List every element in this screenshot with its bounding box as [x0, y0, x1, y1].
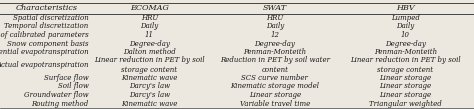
Text: 10: 10 — [401, 31, 410, 39]
Text: Linear storage: Linear storage — [379, 83, 431, 90]
Text: Linear reduction in PET by soil
storage content: Linear reduction in PET by soil storage … — [94, 56, 205, 74]
Text: Dalton method: Dalton method — [123, 48, 176, 56]
Text: Daily: Daily — [140, 22, 158, 30]
Text: Kinematic storage model: Kinematic storage model — [230, 83, 319, 90]
Text: Spatial discretization: Spatial discretization — [13, 14, 89, 22]
Text: Penman-Monteith: Penman-Monteith — [374, 48, 437, 56]
Text: Linear reduction in PET by soil
storage content: Linear reduction in PET by soil storage … — [350, 56, 461, 74]
Text: Variable travel time: Variable travel time — [240, 100, 310, 108]
Text: SCS curve number: SCS curve number — [241, 74, 309, 82]
Text: Kinematic wave: Kinematic wave — [121, 74, 177, 82]
Text: Daily: Daily — [266, 22, 284, 30]
Text: HRU: HRU — [141, 14, 158, 22]
Text: Characteristics: Characteristics — [15, 4, 77, 12]
Text: Reduction in PET by soil water
content: Reduction in PET by soil water content — [220, 56, 330, 74]
Text: Degree-day: Degree-day — [129, 40, 170, 48]
Text: HBV: HBV — [396, 4, 415, 12]
Text: Linear storage: Linear storage — [379, 91, 431, 99]
Text: Degree-day: Degree-day — [255, 40, 295, 48]
Text: Routing method: Routing method — [31, 100, 89, 108]
Text: ECOMAG: ECOMAG — [130, 4, 169, 12]
Text: Penman-Monteith: Penman-Monteith — [243, 48, 307, 56]
Text: Surface flow: Surface flow — [44, 74, 89, 82]
Text: Kinematic wave: Kinematic wave — [121, 100, 177, 108]
Text: SWAT: SWAT — [263, 4, 287, 12]
Text: Actual evapotranspiration: Actual evapotranspiration — [0, 61, 89, 69]
Text: Snow component basis: Snow component basis — [7, 40, 89, 48]
Text: Temporal discretization: Temporal discretization — [4, 22, 89, 30]
Text: Darcy's law: Darcy's law — [129, 83, 170, 90]
Text: Linear storage: Linear storage — [379, 74, 431, 82]
Text: Darcy's law: Darcy's law — [129, 91, 170, 99]
Text: Soil flow: Soil flow — [58, 83, 89, 90]
Text: Number of calibrated parameters: Number of calibrated parameters — [0, 31, 89, 39]
Text: Lumped: Lumped — [391, 14, 419, 22]
Text: 11: 11 — [145, 31, 154, 39]
Text: 12: 12 — [271, 31, 279, 39]
Text: HRU: HRU — [266, 14, 283, 22]
Text: Degree-day: Degree-day — [385, 40, 426, 48]
Text: Groundwater flow: Groundwater flow — [24, 91, 89, 99]
Text: Triangular weighted: Triangular weighted — [369, 100, 442, 108]
Text: Linear storage: Linear storage — [249, 91, 301, 99]
Text: Potential evapotranspiration: Potential evapotranspiration — [0, 48, 89, 56]
Text: Daily: Daily — [396, 22, 414, 30]
